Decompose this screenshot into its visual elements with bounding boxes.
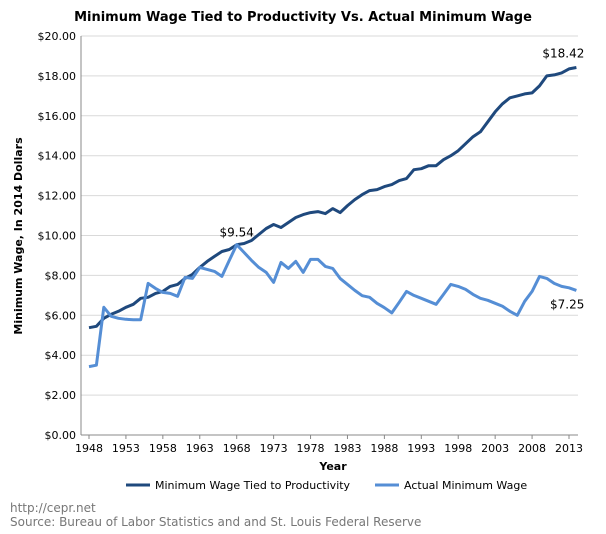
x-tick-label: 1953 <box>112 442 140 455</box>
chart-title: Minimum Wage Tied to Productivity Vs. Ac… <box>74 10 532 25</box>
line-chart: Minimum Wage Tied to Productivity Vs. Ac… <box>12 10 584 492</box>
x-tick-label: 1963 <box>186 442 214 455</box>
y-tick-label: $2.00 <box>45 389 77 402</box>
legend-label-productivity: Minimum Wage Tied to Productivity <box>155 479 351 492</box>
y-tick-label: $20.00 <box>38 30 77 43</box>
footer-source: Source: Bureau of Labor Statistics and a… <box>10 515 422 529</box>
data-label: $18.42 <box>542 47 584 61</box>
x-tick-label: 1993 <box>407 442 435 455</box>
x-axis-label: Year <box>318 460 347 473</box>
x-tick-label: 1958 <box>149 442 177 455</box>
y-tick-label: $10.00 <box>38 230 77 243</box>
legend-label-actual: Actual Minimum Wage <box>404 479 527 492</box>
y-tick-label: $16.00 <box>38 110 77 123</box>
x-tick-label: 2013 <box>555 442 583 455</box>
data-label: $9.54 <box>220 226 254 240</box>
x-tick-label: 1988 <box>370 442 398 455</box>
x-tick-label: 1973 <box>260 442 288 455</box>
y-tick-label: $12.00 <box>38 190 77 203</box>
footer-url: http://cepr.net <box>10 501 96 515</box>
y-tick-label: $8.00 <box>45 269 77 282</box>
x-tick-label: 1998 <box>444 442 472 455</box>
series-line-actual <box>88 243 577 369</box>
y-axis-label: Minimum Wage, In 2014 Dollars <box>12 137 25 335</box>
series-line-productivity <box>88 66 577 330</box>
x-tick-label: 1948 <box>75 442 103 455</box>
x-tick-label: 1978 <box>297 442 325 455</box>
y-tick-label: $4.00 <box>45 349 77 362</box>
y-tick-label: $18.00 <box>38 70 77 83</box>
y-tick-label: $14.00 <box>38 150 77 163</box>
x-tick-label: 2003 <box>481 442 509 455</box>
x-tick-label: 2008 <box>518 442 546 455</box>
legend: Minimum Wage Tied to Productivity Actual… <box>126 479 527 492</box>
y-tick-label: $6.00 <box>45 309 77 322</box>
data-label: $7.25 <box>550 297 584 311</box>
y-tick-label: $0.00 <box>45 429 77 442</box>
x-tick-label: 1983 <box>333 442 361 455</box>
x-tick-label: 1968 <box>223 442 251 455</box>
